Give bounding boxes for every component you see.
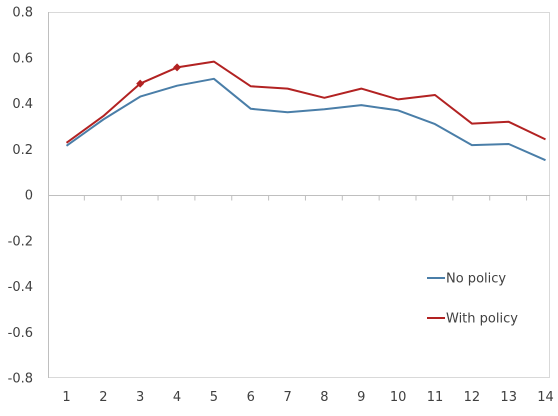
y-tick-label: -0.6 xyxy=(8,326,33,341)
x-tick-label: 13 xyxy=(500,390,517,405)
x-tick-label: 4 xyxy=(173,390,181,405)
x-tick-label: 3 xyxy=(136,390,144,405)
y-tick-label: -0.8 xyxy=(8,372,33,387)
y-tick-label: 0 xyxy=(25,189,33,204)
legend-label: With policy xyxy=(446,312,518,327)
y-tick-label: 0.6 xyxy=(12,51,33,66)
y-tick-label: 0.8 xyxy=(12,6,33,21)
x-tick-label: 7 xyxy=(283,390,291,405)
x-tick-label: 11 xyxy=(427,390,444,405)
x-tick-label: 8 xyxy=(320,390,328,405)
x-tick-label: 2 xyxy=(99,390,107,405)
x-tick-label: 14 xyxy=(537,390,554,405)
x-tick-label: 5 xyxy=(210,390,218,405)
legend-label: No policy xyxy=(446,272,506,287)
y-tick-label: 0.2 xyxy=(12,143,33,158)
x-tick-label: 10 xyxy=(390,390,407,405)
series-line-no-policy xyxy=(65,77,546,162)
x-tick-label: 12 xyxy=(464,390,481,405)
data-point-marker xyxy=(173,63,182,72)
x-tick-label: 9 xyxy=(357,390,365,405)
y-tick-label: 0.4 xyxy=(12,97,33,112)
series-line-with-policy xyxy=(65,60,546,144)
y-tick-label: -0.4 xyxy=(8,280,33,295)
y-tick-label: -0.2 xyxy=(8,234,33,249)
x-tick-label: 1 xyxy=(62,390,70,405)
x-tick-label: 6 xyxy=(247,390,255,405)
data-point-marker xyxy=(136,79,145,88)
